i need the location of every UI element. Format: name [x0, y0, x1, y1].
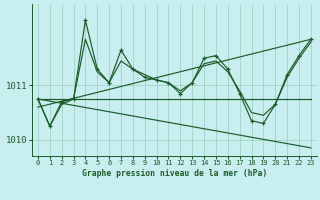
X-axis label: Graphe pression niveau de la mer (hPa): Graphe pression niveau de la mer (hPa)	[82, 169, 267, 178]
